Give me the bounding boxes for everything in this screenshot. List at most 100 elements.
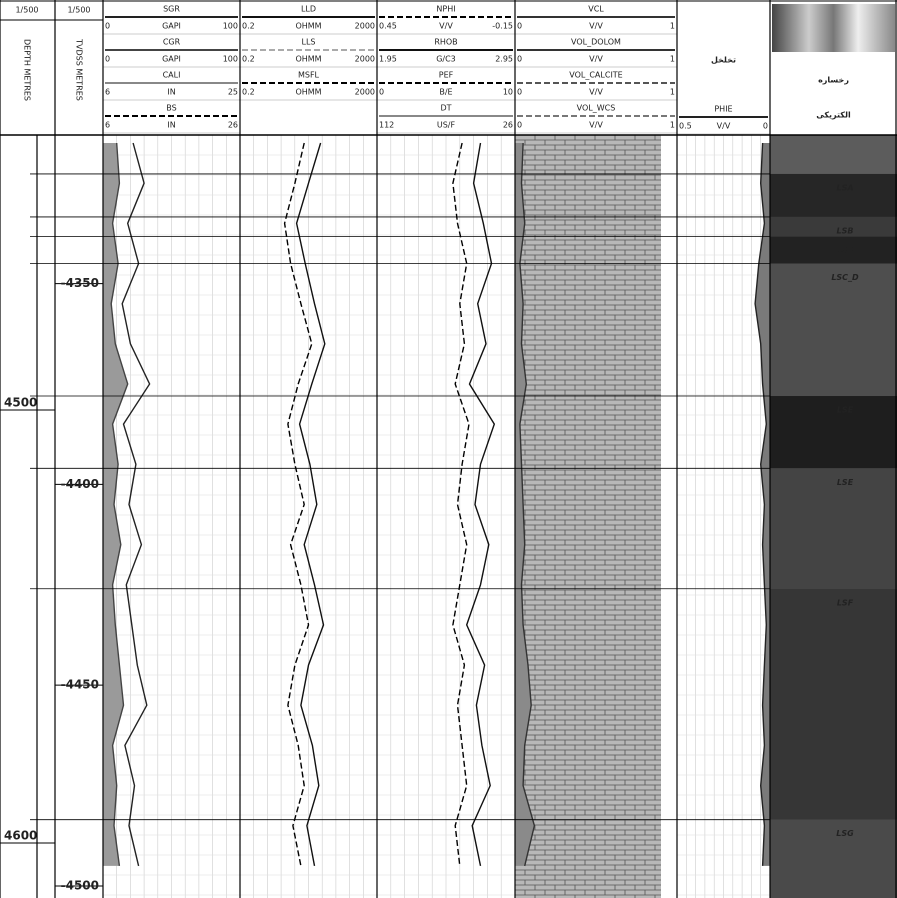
- track-title: رخساره: [818, 76, 849, 85]
- curve-name: VCL: [588, 5, 604, 14]
- scale-max: 100: [223, 22, 238, 31]
- curve-unit: GAPI: [162, 55, 181, 64]
- scale-max: 26: [503, 121, 513, 130]
- scale-max: 2.95: [495, 55, 513, 64]
- scale-max: 26: [228, 121, 238, 130]
- scale-min: 112: [379, 121, 394, 130]
- log-curve: [283, 142, 313, 867]
- curve-name: CGR: [163, 38, 181, 47]
- curve-name: MSFL: [298, 71, 320, 80]
- curve-unit: OHMM: [295, 22, 321, 31]
- scale-min: 0.45: [379, 22, 397, 31]
- scale-max: 2000: [355, 22, 375, 31]
- curve-name: RHOB: [434, 38, 457, 47]
- scale-min: 6: [105, 121, 110, 130]
- scale-min: 0.2: [242, 22, 255, 31]
- scale-min: 1.95: [379, 55, 397, 64]
- facies-label: LSG: [836, 829, 854, 838]
- curve-name: LLD: [301, 5, 316, 14]
- curve-unit: IN: [167, 121, 175, 130]
- curve-unit: OHMM: [295, 88, 321, 97]
- facies-zone: [770, 173, 897, 217]
- scale-min: 0: [517, 22, 522, 31]
- md-tick-label: 4600: [4, 829, 37, 843]
- scale-min: 0.2: [242, 88, 255, 97]
- curve-unit: US/F: [437, 121, 456, 130]
- curve-name: DT: [440, 104, 451, 113]
- facies-label: LSE: [837, 478, 854, 487]
- md-tick-label: 4500: [4, 395, 37, 409]
- curve-name: LLS: [302, 38, 316, 47]
- scale-max: 2000: [355, 55, 375, 64]
- curve-name: VOL_CALCITE: [569, 71, 623, 80]
- curve-name: SGR: [163, 5, 180, 14]
- curve-name: VOL_DOLOM: [571, 38, 621, 47]
- scale-min: 6: [105, 88, 110, 97]
- scale-max: -0.15: [492, 22, 513, 31]
- facies-label: LSC_D: [831, 273, 859, 282]
- tvd-tick-label: -4400: [61, 477, 99, 491]
- scale-min: 0: [517, 88, 522, 97]
- track-title: تخلخل: [711, 56, 736, 65]
- curve-name: NPHI: [436, 5, 455, 14]
- curve-unit: V/V: [439, 22, 453, 31]
- scale-min: 0: [105, 55, 110, 64]
- scale-max: 25: [228, 88, 238, 97]
- scale-min: 0: [105, 22, 110, 31]
- curve-name: BS: [166, 104, 176, 113]
- scale-min: 0: [517, 55, 522, 64]
- curve-unit: G/C3: [436, 55, 456, 64]
- facies-label: LSE: [837, 406, 854, 415]
- track-title: الکتریکی: [816, 111, 851, 120]
- scale-max: 1: [670, 121, 675, 130]
- curve-unit: GAPI: [162, 22, 181, 31]
- facies-zone: [770, 216, 897, 237]
- curve-unit: B/E: [439, 88, 452, 97]
- curve-fill: [755, 143, 770, 866]
- facies-zone: [770, 396, 897, 469]
- scale-max: 10: [503, 88, 513, 97]
- facies-zone: [770, 819, 897, 898]
- curve-name: CALI: [163, 71, 181, 80]
- curve-unit: V/V: [589, 55, 603, 64]
- tvd-tick-label: -4450: [61, 678, 99, 692]
- tvd-tick-label: -4350: [61, 276, 99, 290]
- curve-unit: V/V: [589, 88, 603, 97]
- tvd-scale: 1/500: [67, 6, 90, 15]
- curve-unit: IN: [167, 88, 175, 97]
- facies-zone: [770, 588, 897, 820]
- curve-fill: [103, 143, 128, 866]
- facies-color-bar: [772, 4, 895, 52]
- scale-min: 0: [379, 88, 384, 97]
- curve-unit: V/V: [589, 22, 603, 31]
- lithology-fill: [515, 135, 661, 898]
- tvd-axis-label: TVDSS METRES: [75, 38, 84, 101]
- facies-label: LSB: [837, 246, 854, 255]
- md-axis-label: DEPTH METRES: [23, 39, 32, 101]
- curve-name: PHIE: [714, 105, 732, 114]
- md-scale: 1/500: [15, 6, 38, 15]
- facies-label: LSB: [837, 226, 854, 235]
- facies-zone: [770, 468, 897, 589]
- facies-zone: [770, 236, 897, 264]
- curve-unit: V/V: [717, 122, 731, 131]
- curve-unit: OHMM: [295, 55, 321, 64]
- scale-min: 0.5: [679, 122, 692, 131]
- facies-zone: [770, 263, 897, 397]
- scale-max: 1: [670, 55, 675, 64]
- scale-max: 2000: [355, 88, 375, 97]
- scale-min: 0: [517, 121, 522, 130]
- scale-max: 0: [763, 122, 768, 131]
- scale-max: 1: [670, 88, 675, 97]
- curve-name: VOL_WCS: [577, 104, 616, 113]
- tvd-tick-label: -4500: [61, 878, 99, 892]
- facies-label: LSA: [836, 183, 853, 192]
- scale-max: 1: [670, 22, 675, 31]
- scale-min: 0.2: [242, 55, 255, 64]
- curve-name: PEF: [439, 71, 454, 80]
- scale-max: 100: [223, 55, 238, 64]
- curve-unit: V/V: [589, 121, 603, 130]
- facies-label: LSF: [837, 598, 854, 607]
